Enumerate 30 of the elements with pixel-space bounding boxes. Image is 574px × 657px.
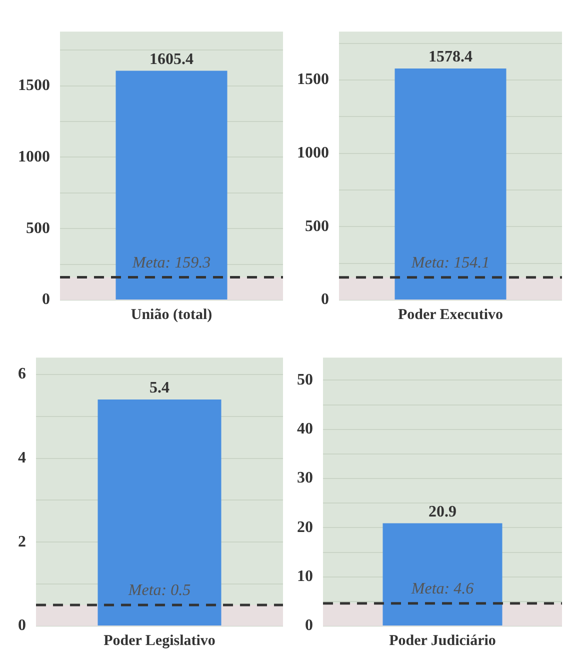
x-tick-label: Poder Executivo	[398, 306, 504, 323]
y-tick-label: 0	[18, 617, 26, 634]
y-tick-label: 1500	[297, 71, 329, 88]
ref-line-label: Meta: 154.1	[410, 254, 490, 272]
data-label: 1605.4	[150, 50, 194, 68]
data-label: 20.9	[428, 503, 456, 520]
y-tick-label: 500	[26, 220, 50, 237]
ref-line-label: Meta: 0.5	[127, 582, 191, 600]
ref-line-label: Meta: 4.6	[410, 580, 474, 598]
x-tick-label: União (total)	[130, 306, 212, 323]
data-label: 1578.4	[428, 48, 472, 66]
y-tick-label: 10	[297, 568, 313, 585]
y-tick-label: 0	[42, 291, 50, 308]
y-tick-label: 30	[297, 470, 313, 487]
y-tick-label: 40	[297, 420, 313, 438]
y-tick-label: 50	[297, 371, 313, 388]
y-tick-label: 20	[297, 518, 313, 536]
y-tick-label: 4	[18, 449, 26, 466]
y-tick-label: 6	[18, 366, 26, 383]
y-tick-label: 500	[305, 218, 329, 235]
y-tick-label: 0	[321, 291, 329, 308]
y-tick-label: 0	[305, 617, 313, 634]
y-tick-label: 1000	[18, 148, 50, 166]
data-label: 5.4	[150, 380, 170, 397]
y-tick-label: 1500	[18, 76, 50, 94]
x-tick-label: Poder Judiciário	[389, 632, 496, 649]
y-tick-label: 2	[18, 533, 26, 550]
y-tick-label: 1000	[297, 144, 329, 162]
x-tick-label: Poder Legislativo	[104, 632, 216, 649]
ref-line-label: Meta: 159.3	[131, 254, 211, 272]
